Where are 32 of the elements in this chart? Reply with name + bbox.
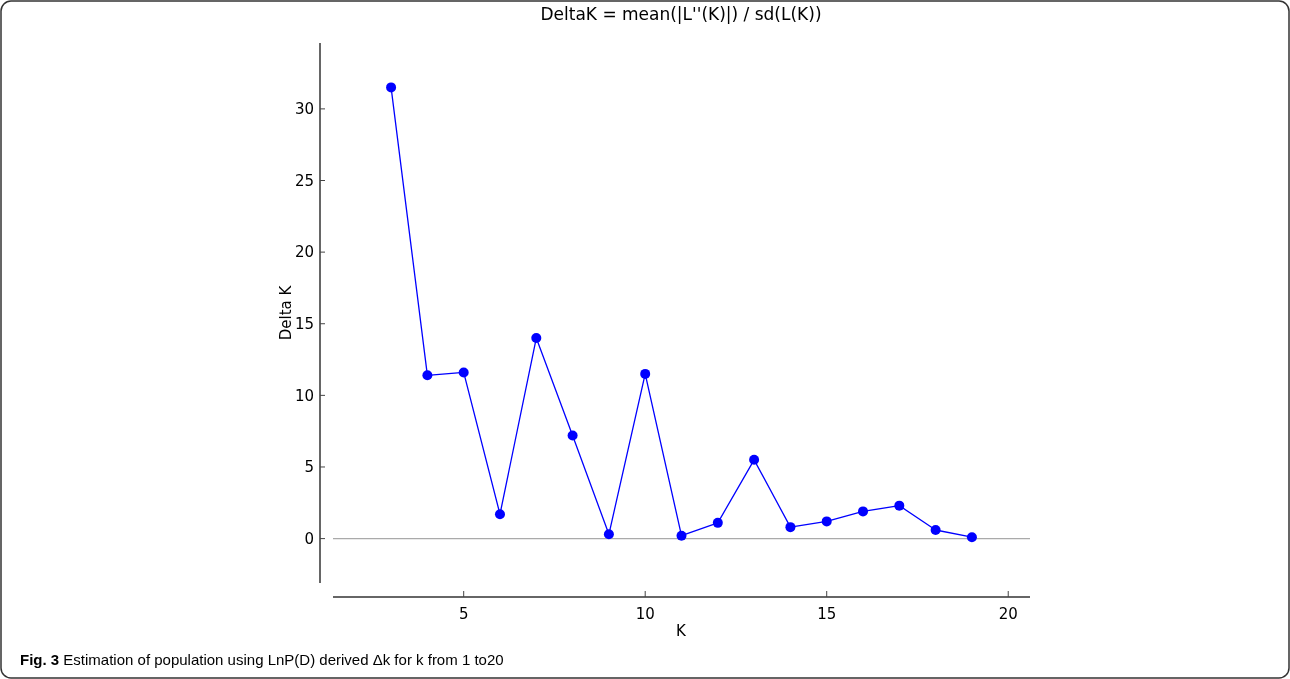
point [785,522,796,533]
point [422,370,433,381]
chart-title: DeltaK = mean(|L''(K)|) / sd(L(K)) [540,4,822,24]
point [494,509,505,520]
caption: Fig. 3 Estimation of population using LnP(D) derived Δk for k from 1 to20 [20,651,504,668]
x-tick-label: 10 [635,605,655,623]
x-tick-label: 20 [998,605,1018,623]
y-tick-label: 20 [294,243,314,262]
y-tick-label: 5 [304,458,314,477]
point [603,529,614,540]
point [821,516,832,527]
point [567,430,578,441]
point [386,82,397,93]
point [712,517,723,528]
point [894,500,905,511]
point [930,525,941,535]
y-tick-label: 10 [294,386,314,405]
y-tick-label: 30 [294,100,314,119]
point [858,506,869,517]
y-tick-label: 0 [304,529,314,548]
y-tick-label: 15 [294,314,314,333]
point [640,368,651,379]
point [966,532,977,543]
x-tick-label: 15 [817,605,837,623]
x-axis-title: K [676,622,688,640]
y-tick-label: 25 [294,171,314,190]
point [531,333,542,344]
point [749,454,760,465]
x-tick-label: 5 [458,605,469,623]
y-axis-title: Delta K [277,284,295,341]
point [458,367,469,378]
point [676,530,687,541]
